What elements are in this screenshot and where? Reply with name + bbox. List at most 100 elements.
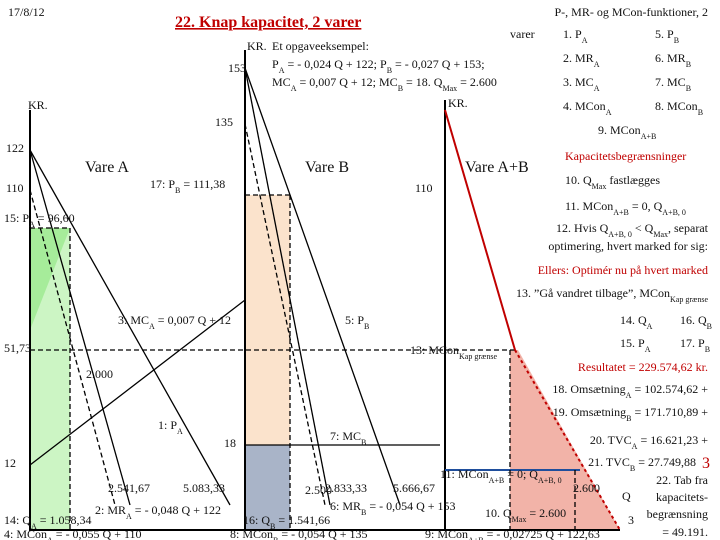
text-run: 20. TVC bbox=[590, 433, 632, 447]
example-line: PA = - 0,024 Q + 122; PB = - 0,027 Q + 1… bbox=[272, 57, 485, 75]
diagram-label: 5.666,67 bbox=[393, 481, 435, 495]
diagram-label: 12 bbox=[4, 456, 16, 470]
text-run: 14: Q bbox=[4, 513, 31, 527]
subscript: A bbox=[126, 512, 132, 521]
subscript: B bbox=[705, 345, 710, 354]
text-run: 9: MCon bbox=[425, 527, 468, 540]
subscript: A bbox=[594, 84, 600, 93]
mcon-a bbox=[29, 189, 116, 506]
demand-a bbox=[29, 149, 231, 506]
diagram-label: Vare A+B bbox=[465, 159, 529, 176]
subscript: A bbox=[29, 220, 35, 229]
diagram-label: 1: PA bbox=[158, 418, 183, 436]
text-run: 13: MCon bbox=[410, 343, 459, 357]
text-run: 3. MC bbox=[563, 75, 594, 89]
subscript: B bbox=[674, 36, 679, 45]
subscript: A+B bbox=[468, 536, 484, 540]
text-run: 2. MR bbox=[563, 51, 594, 65]
diagram-label: 153 bbox=[228, 61, 246, 75]
mcon-b bbox=[244, 123, 326, 506]
sidebar-item: Resultatet = 229.574,62 kr. bbox=[578, 360, 708, 374]
subscript: A+B bbox=[613, 208, 629, 217]
text-run: 15: P bbox=[4, 211, 29, 225]
text-run: 21. TVC bbox=[588, 455, 630, 469]
subscript: B bbox=[270, 522, 275, 531]
text-run: 5: P bbox=[345, 313, 364, 327]
text-run: = 27.749,88 bbox=[635, 455, 696, 469]
area-b-cost bbox=[245, 445, 290, 530]
sidebar-item: 20. TVCA = 16.621,23 + bbox=[590, 433, 708, 451]
diagram-label: 8: MConB = - 0,054 Q + 135 bbox=[230, 527, 368, 540]
mcon-ab bbox=[444, 109, 516, 351]
text-run: = 102.574,62 + bbox=[631, 382, 708, 396]
diagram-label: 3: MCA = 0,007 Q + 12 bbox=[118, 313, 231, 331]
sidebar-item: Ellers: Optimér nu på hvert marked bbox=[538, 263, 708, 277]
text-run: = - 0,054 Q + 135 bbox=[278, 527, 367, 540]
diagram-label: 5.083,33 bbox=[183, 481, 225, 495]
sidebar-item: 18. OmsætningA = 102.574,62 + bbox=[552, 382, 708, 400]
title: 22. Knap kapacitet, 2 varer bbox=[175, 14, 361, 31]
text-run: = 1.058,34 bbox=[37, 513, 92, 527]
sidebar-item: 13. ”Gå vandret tilbage”, MConKap grænse bbox=[516, 286, 708, 304]
text-run: 11. MCon bbox=[565, 199, 613, 213]
text-run: = - 0,055 Q + 110 bbox=[53, 527, 142, 540]
text-run: = - 0,027 Q + 153; bbox=[392, 57, 485, 71]
text-run: 6. MR bbox=[655, 51, 686, 65]
diagram-label: 2: MRA = - 0,048 Q + 122 bbox=[95, 503, 221, 521]
subscript: B bbox=[626, 414, 631, 423]
subscript: A bbox=[279, 66, 285, 75]
mr-a bbox=[29, 149, 131, 506]
sidebar-item: kapacitets- bbox=[656, 490, 708, 504]
axis-c bbox=[444, 100, 620, 531]
subscript: A+B, 0 bbox=[538, 476, 562, 485]
subscript: B bbox=[387, 66, 392, 75]
text-run: 2: MR bbox=[95, 503, 126, 517]
text-run: = 171.710,89 + bbox=[631, 405, 708, 419]
subscript: A+B bbox=[641, 132, 657, 141]
diagram-label: 17: PB = 111,38 bbox=[150, 177, 225, 195]
diagram-label: 4: MConA = - 0,055 Q + 110 bbox=[4, 527, 142, 540]
text-run: 8. MCon bbox=[655, 99, 698, 113]
diagram-label: KR. bbox=[28, 98, 48, 112]
sidebar-item: 1. PA bbox=[563, 27, 588, 45]
subscript: A bbox=[594, 60, 600, 69]
text-run: = - 0,054 Q + 153 bbox=[366, 499, 455, 513]
subscript: B bbox=[630, 464, 635, 473]
text-run: 18. Omsætning bbox=[552, 382, 625, 396]
subscript: B bbox=[364, 322, 369, 331]
text-run: = 0; Q bbox=[504, 467, 538, 481]
area-b bbox=[245, 195, 290, 445]
text-run: P bbox=[272, 57, 279, 71]
text-run: 9. MCon bbox=[598, 123, 641, 137]
sidebar-item: optimering, hvert marked for sig: bbox=[548, 239, 708, 253]
sidebar-item: 5. PB bbox=[655, 27, 679, 45]
mc-a bbox=[29, 299, 246, 466]
text-run: 19. Omsætning bbox=[553, 405, 626, 419]
diagram-label: Q bbox=[622, 489, 631, 503]
diagram-label: 2.000 bbox=[86, 367, 113, 381]
subscript: Max bbox=[592, 182, 607, 191]
diagram-label: Vare A bbox=[85, 159, 129, 176]
sidebar-item: begrænsning bbox=[647, 507, 708, 521]
sidebar-item: 4. MConA bbox=[563, 99, 612, 117]
text-run: 4: MCon bbox=[4, 527, 47, 540]
text-run: = - 0,048 Q + 122 bbox=[132, 503, 221, 517]
subscript: A bbox=[626, 391, 632, 400]
text-run: = 0, Q bbox=[629, 199, 663, 213]
text-run: = 2.600 bbox=[526, 506, 566, 520]
demand-b bbox=[244, 67, 401, 506]
diagram-label: 51,73 bbox=[4, 341, 31, 355]
sidebar-item: 8. MConB bbox=[655, 99, 703, 117]
subscript: Kap grænse bbox=[670, 295, 708, 304]
sidebar-item: 16. QB bbox=[680, 313, 712, 331]
diagram-label: 11: MConA+B = 0; QA+B, 0 bbox=[440, 467, 562, 485]
subscript: A bbox=[582, 36, 588, 45]
text-run: 17. P bbox=[680, 336, 705, 350]
subscript: Max bbox=[512, 515, 527, 524]
diagram-label: 14: QA = 1.058,34 bbox=[4, 513, 92, 531]
diagram-label: 15: PA = 96,60 bbox=[4, 211, 75, 229]
example-line: MCA = 0,007 Q + 12; MCB = 18. QMax = 2.6… bbox=[272, 75, 497, 93]
subscript: A bbox=[645, 345, 651, 354]
subscript: A bbox=[632, 442, 638, 451]
subscript: B bbox=[398, 84, 403, 93]
